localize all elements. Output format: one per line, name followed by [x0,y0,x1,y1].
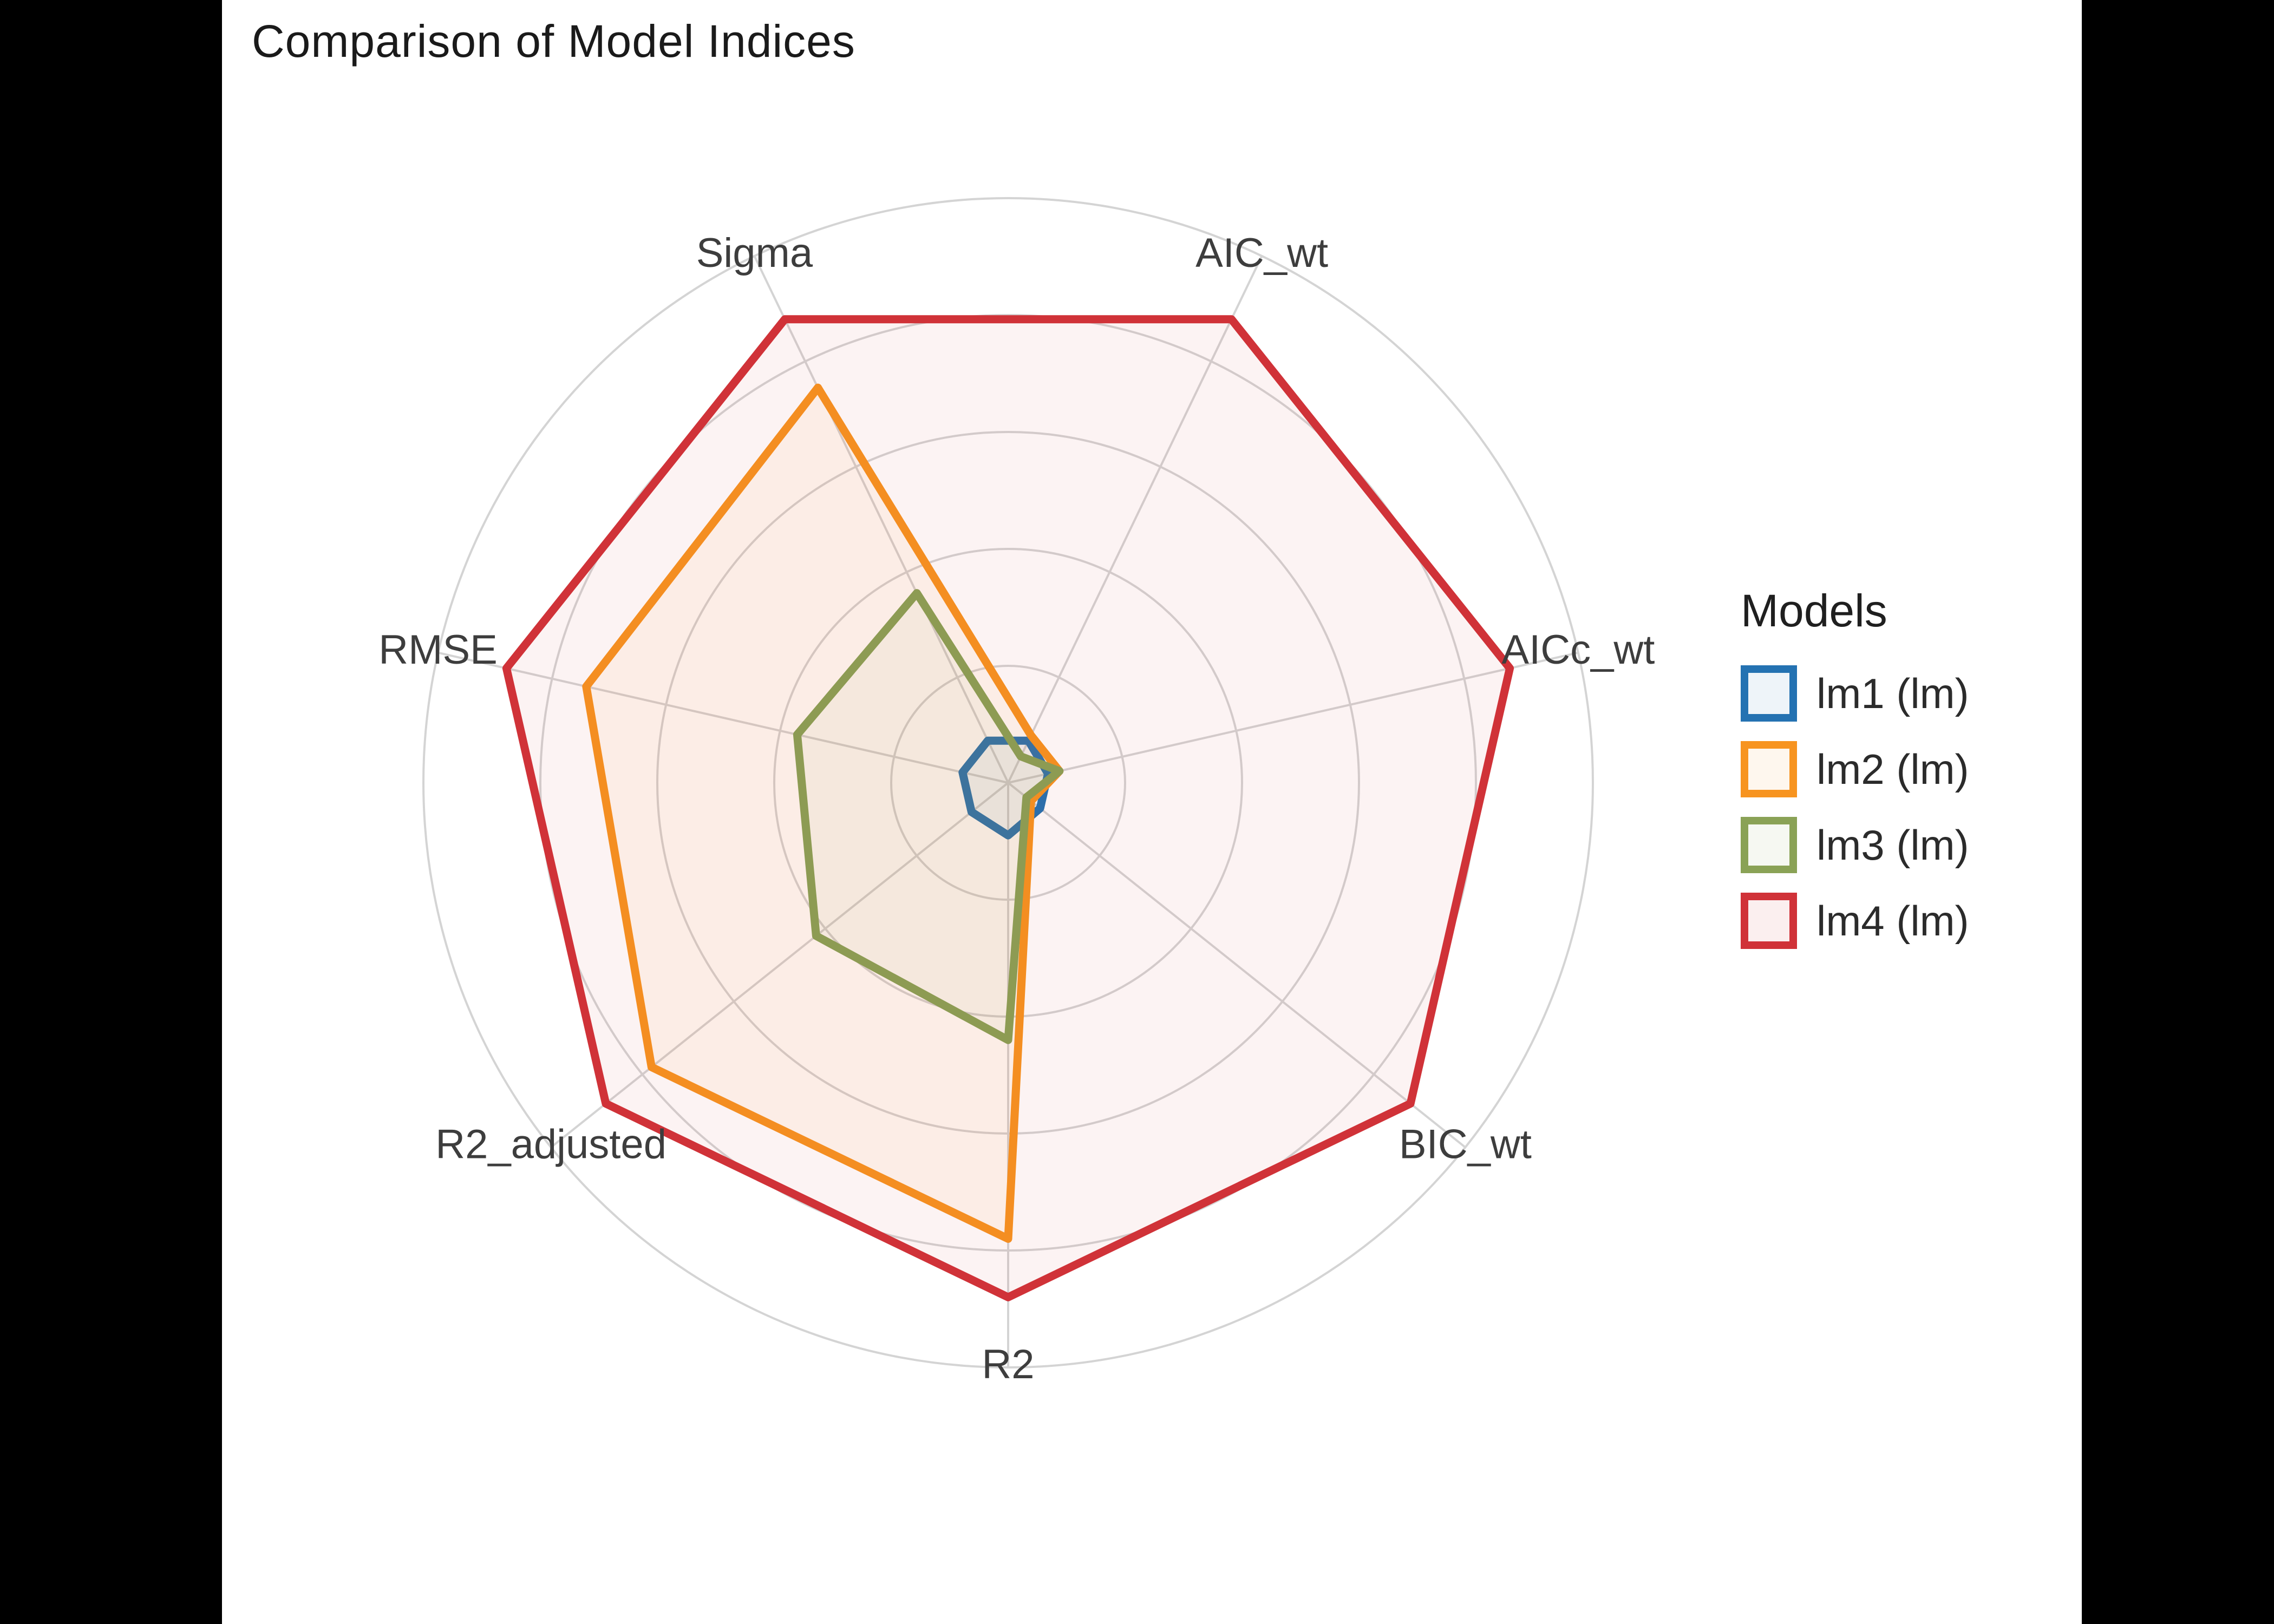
chart-title: Comparison of Model Indices [252,16,855,67]
axis-label-R2: R2 [982,1341,1034,1387]
legend-swatch-icon [1741,817,1797,873]
legend-title: Models [1741,585,1887,636]
grid-spoke [1007,256,1263,783]
series-polygon-4 [502,315,1514,1301]
series-polygon-3 [793,589,1064,1044]
grid-spoke [1007,782,1466,1148]
axis-label-R2_adjusted: R2_adjusted [435,1121,666,1167]
legend-entry-2: lm2 (lm) [1741,741,1969,797]
legend-entry-4: lm4 (lm) [1741,893,1969,949]
axis-label-BIC_wt: BIC_wt [1399,1121,1532,1167]
axis-label-Sigma: Sigma [696,230,813,276]
radar-chart: R2 BIC_wt AICc_wt AIC_wt Sigma RMSE R2_adjuste… [378,197,1655,1387]
grid-spoke [753,256,1009,783]
grid-spoke [1008,651,1579,784]
legend-entry-label: lm1 (lm) [1816,669,1969,717]
legend-swatch-icon [1741,741,1797,797]
legend-entries: lm1 (lm) lm2 (lm) lm3 (lm) lm4 (lm) [1741,665,1969,968]
axis-label-AIC_wt: AIC_wt [1195,230,1328,276]
grid-spoke [550,782,1009,1148]
legend-entry-1: lm1 (lm) [1741,665,1969,722]
series-polygon-2 [582,383,1064,1243]
legend-entry-label: lm4 (lm) [1816,896,1969,945]
axis-label-AICc_wt: AICc_wt [1501,627,1655,673]
legend-entry-3: lm3 (lm) [1741,817,1969,873]
grid-spoke [437,651,1009,784]
legend: Models lm1 (lm) lm2 (lm) lm3 (lm) lm4 (lm) [1741,585,1969,968]
legend-swatch-icon [1741,665,1797,722]
axis-label-RMSE: RMSE [378,627,498,673]
legend-entry-label: lm3 (lm) [1816,821,1969,869]
legend-swatch-icon [1741,893,1797,949]
figure-canvas: Comparison of Model Indices R2 BIC_wt AICc… [222,0,2082,1624]
legend-entry-label: lm2 (lm) [1816,745,1969,793]
